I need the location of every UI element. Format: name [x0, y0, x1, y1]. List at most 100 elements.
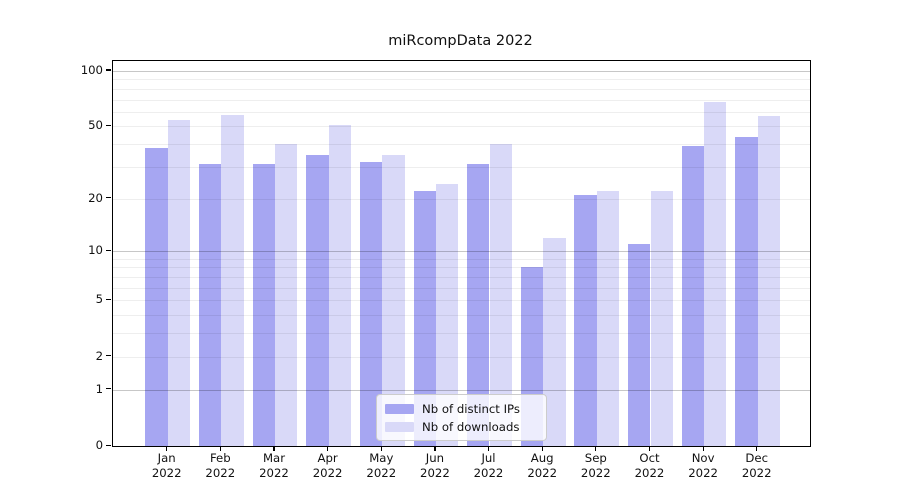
x-tick-month: Jun — [425, 451, 445, 465]
bar-jan-distinct-ips — [145, 148, 168, 446]
x-tick-year: 2022 — [527, 466, 558, 480]
x-tick-year: 2022 — [151, 466, 182, 480]
x-tick-label-apr: Apr 2022 — [298, 451, 358, 481]
x-tick-mark-nov — [702, 446, 704, 451]
y-tick-mark-5 — [105, 298, 111, 301]
bar-apr-downloads — [328, 124, 351, 446]
x-tick-label-jun: Jun 2022 — [405, 451, 465, 481]
minor-gridline-80 — [113, 88, 810, 90]
minor-gridline-5 — [113, 300, 810, 302]
y-tick-mark-10 — [105, 249, 111, 251]
y-tick-label-2: 2 — [95, 348, 103, 363]
bar-dec-distinct-ips — [735, 136, 758, 446]
chart-title: miRcompData 2022 — [388, 33, 533, 49]
y-tick-label-0: 0 — [95, 438, 103, 452]
x-tick-year: 2022 — [366, 466, 397, 480]
y-tick-label-1: 1 — [95, 381, 103, 396]
bar-mar-distinct-ips — [252, 164, 275, 446]
legend-label-distinct-ips: Nb of distinct IPs — [422, 401, 520, 416]
minor-gridline-60 — [113, 111, 810, 113]
x-tick-mark-aug — [541, 446, 543, 451]
x-tick-month: Apr — [317, 451, 338, 465]
y-tick-mark-100 — [105, 69, 111, 71]
bar-may-downloads — [382, 154, 405, 446]
x-tick-label-jan: Jan 2022 — [137, 451, 197, 481]
minor-gridline-3 — [113, 333, 810, 335]
legend-item-distinct-ips: Nb of distinct IPs — [385, 402, 538, 416]
x-tick-month: Oct — [639, 451, 660, 465]
y-tick-mark-0 — [105, 444, 111, 446]
x-tick-year: 2022 — [205, 466, 236, 480]
x-tick-year: 2022 — [259, 466, 289, 480]
bar-nov-distinct-ips — [681, 146, 705, 446]
x-tick-year: 2022 — [688, 466, 718, 480]
bar-jan-downloads — [167, 120, 191, 446]
x-tick-label-may: May 2022 — [351, 451, 411, 481]
x-tick-label-sep: Sep 2022 — [566, 451, 626, 481]
bar-sep-downloads — [596, 191, 620, 446]
x-tick-mark-mar — [273, 446, 275, 451]
minor-gridline-20 — [113, 198, 810, 200]
minor-gridline-9 — [113, 258, 810, 260]
x-tick-month: May — [369, 451, 394, 465]
minor-gridline-6 — [113, 287, 810, 289]
bar-feb-distinct-ips — [198, 164, 222, 446]
x-tick-mark-may — [380, 446, 382, 451]
legend: Nb of distinct IPs Nb of downloads — [376, 394, 547, 441]
x-tick-month: Jan — [157, 451, 176, 465]
minor-gridline-2 — [113, 356, 810, 358]
x-tick-mark-feb — [219, 446, 221, 451]
legend-item-downloads: Nb of downloads — [385, 420, 538, 434]
legend-label-downloads: Nb of downloads — [422, 419, 520, 434]
y-tick-label-50: 50 — [88, 118, 103, 133]
y-tick-label-5: 5 — [95, 292, 103, 307]
x-tick-year: 2022 — [420, 466, 450, 480]
x-tick-label-nov: Nov 2022 — [673, 451, 733, 481]
minor-gridline-4 — [113, 315, 810, 317]
bar-mar-downloads — [275, 144, 298, 446]
x-tick-year: 2022 — [473, 466, 504, 480]
x-tick-label-oct: Oct 2022 — [620, 451, 680, 481]
x-tick-label-feb: Feb 2022 — [190, 451, 250, 481]
minor-gridline-90 — [113, 79, 810, 81]
bar-feb-downloads — [221, 114, 244, 446]
decade-gridline-100 — [113, 70, 810, 72]
x-tick-year: 2022 — [580, 466, 611, 480]
bar-dec-downloads — [757, 115, 781, 446]
x-tick-year: 2022 — [312, 466, 343, 480]
x-tick-label-dec: Dec 2022 — [727, 451, 787, 481]
decade-gridline-1 — [113, 389, 810, 391]
x-tick-month: Nov — [691, 451, 715, 465]
y-tick-mark-2 — [105, 355, 111, 357]
x-tick-mark-apr — [327, 446, 329, 451]
x-tick-mark-jul — [487, 446, 490, 451]
legend-swatch-distinct-ips-icon — [385, 403, 414, 414]
x-tick-month: Jul — [481, 451, 496, 465]
x-tick-month: Mar — [262, 451, 286, 465]
bar-oct-downloads — [650, 191, 673, 446]
x-tick-year: 2022 — [634, 466, 665, 480]
plot-area — [112, 60, 811, 447]
minor-gridline-70 — [113, 99, 810, 101]
x-tick-month: Dec — [745, 451, 768, 465]
bar-nov-downloads — [704, 101, 727, 446]
decade-gridline-10 — [113, 251, 810, 253]
x-tick-mark-sep — [595, 446, 597, 451]
x-tick-mark-dec — [756, 446, 758, 451]
x-tick-month: Aug — [530, 451, 554, 465]
bar-jul-distinct-ips — [467, 164, 490, 446]
minor-gridline-8 — [113, 267, 810, 269]
minor-gridline-7 — [113, 277, 810, 278]
x-tick-year: 2022 — [741, 466, 772, 480]
bar-apr-distinct-ips — [306, 154, 329, 446]
bar-aug-downloads — [543, 237, 566, 446]
bar-may-distinct-ips — [359, 161, 383, 446]
y-tick-label-100: 100 — [80, 62, 103, 77]
minor-gridline-40 — [113, 144, 810, 146]
y-tick-label-20: 20 — [88, 190, 103, 205]
x-tick-month: Sep — [584, 451, 607, 465]
bar-jul-downloads — [489, 144, 512, 446]
bar-oct-distinct-ips — [628, 244, 651, 446]
y-tick-mark-1 — [105, 388, 111, 390]
bar-sep-distinct-ips — [574, 194, 597, 446]
